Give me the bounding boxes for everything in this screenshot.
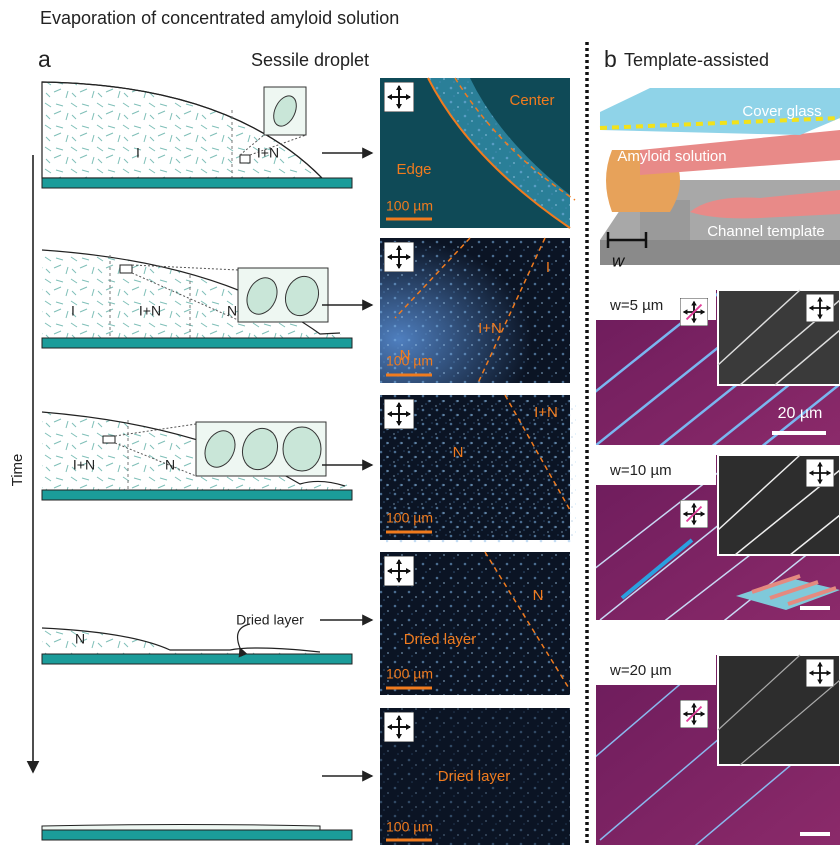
phase-label: N	[75, 631, 85, 647]
panel-label: b	[604, 46, 617, 72]
phase-label: I	[136, 145, 140, 161]
panel-label: a	[38, 46, 51, 72]
width-label: w=5 µm	[609, 297, 663, 314]
region-label: I+N	[478, 320, 502, 337]
phase-label: I+N	[139, 303, 161, 319]
micrograph-2	[380, 237, 570, 384]
scale-bar-label: 100 µm	[386, 666, 433, 682]
figure-title: Evaporation of concentrated amyloid solu…	[40, 8, 399, 28]
phase-label: I+N	[257, 145, 279, 161]
template-image-1	[596, 289, 840, 445]
micrograph-4	[380, 551, 571, 695]
time-label: Time	[9, 454, 26, 487]
phase-label: N	[227, 303, 237, 319]
phase-label: N	[165, 457, 175, 473]
phase-label: I+N	[73, 457, 95, 473]
region-label: N	[400, 347, 411, 364]
droplet-2	[41, 249, 353, 349]
droplet-5	[41, 824, 353, 841]
scale-bar-label: 100 µm	[386, 510, 433, 526]
template-image-3	[596, 654, 840, 845]
scale-bar-label: 100 µm	[386, 819, 433, 835]
region-label: Dried layer	[404, 631, 477, 648]
region-label: N	[453, 444, 464, 461]
region-label: Edge	[396, 161, 431, 178]
schematic-label: Cover glass	[742, 103, 821, 120]
schematic-label: w	[612, 251, 626, 270]
droplet-4	[41, 623, 353, 665]
phase-label: Dried layer	[236, 612, 304, 628]
scale-bar-label: 100 µm	[386, 353, 433, 369]
template-schematic	[599, 88, 840, 265]
template-image-2	[596, 454, 840, 620]
width-label: w=10 µm	[609, 462, 672, 479]
region-label: I	[546, 259, 550, 276]
scale-bar-label: 100 µm	[386, 198, 433, 214]
region-label: N	[533, 587, 544, 604]
droplet-1	[41, 81, 353, 189]
phase-label: I	[71, 303, 75, 319]
micrograph-1	[380, 77, 576, 229]
droplet-3	[41, 411, 353, 501]
schematic-label: Amyloid solution	[617, 148, 726, 165]
scale-bar-label: 20 µm	[778, 405, 823, 422]
region-label: Dried layer	[438, 768, 511, 785]
arrows	[320, 147, 374, 782]
region-label: I+N	[534, 404, 558, 421]
micrograph-3	[380, 394, 576, 545]
micrograph-5	[380, 708, 570, 845]
panel-title: Template-assisted	[624, 50, 769, 70]
panel-title: Sessile droplet	[251, 50, 369, 70]
schematic-label: Channel template	[707, 223, 825, 240]
region-label: Center	[509, 92, 554, 109]
width-label: w=20 µm	[609, 662, 672, 679]
